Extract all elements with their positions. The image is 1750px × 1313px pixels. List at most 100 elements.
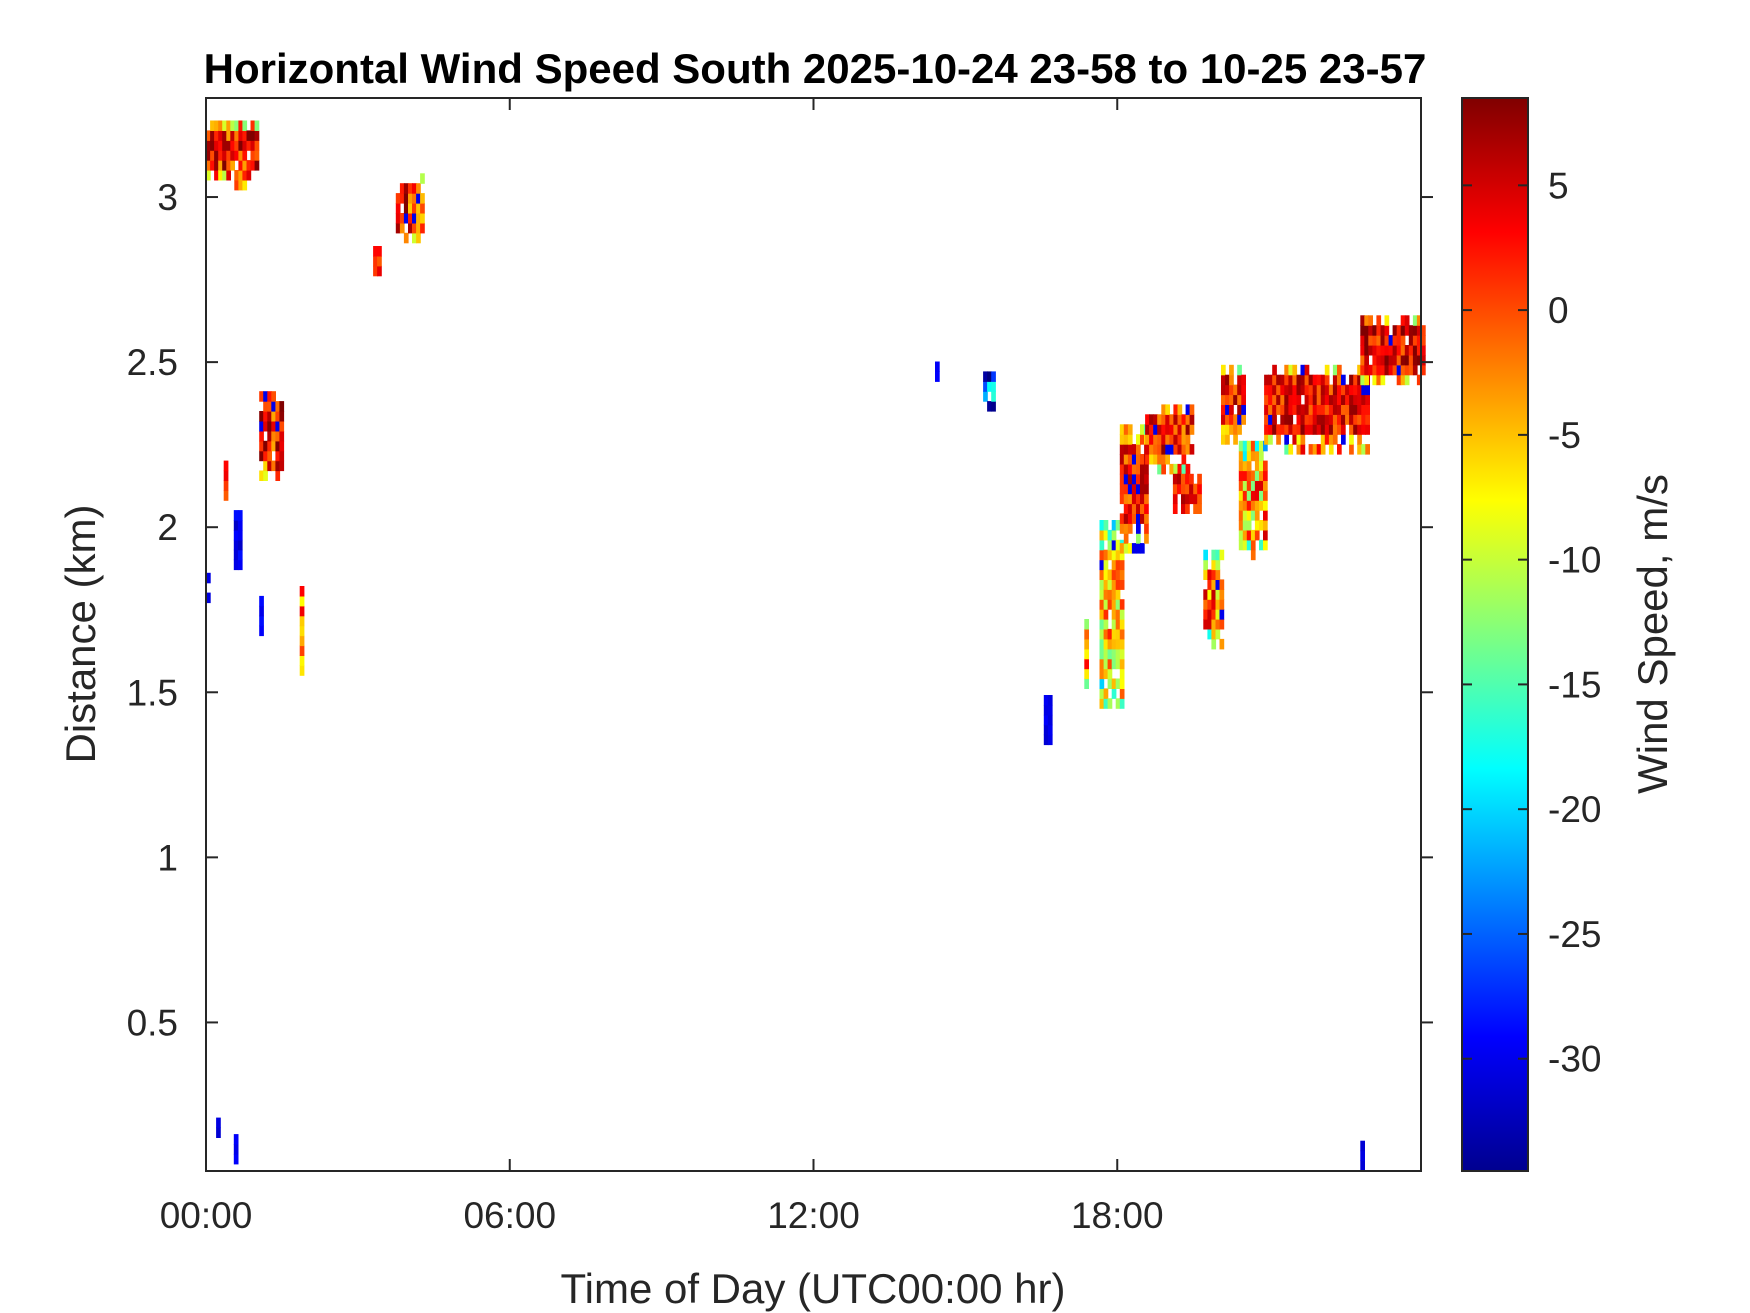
heatmap-cell: [1264, 434, 1269, 445]
heatmap-cell: [1233, 384, 1238, 396]
heatmap-cell: [408, 183, 413, 194]
heatmap-cell: [1229, 404, 1234, 415]
heatmap-cell: [1169, 414, 1175, 425]
heatmap-cell: [412, 222, 417, 234]
heatmap-cell: [1197, 493, 1202, 505]
heatmap-cell: [1341, 384, 1346, 396]
heatmap-cell: [1421, 354, 1426, 366]
heatmap-cell: [1349, 404, 1354, 415]
heatmap-cell: [1296, 374, 1302, 386]
heatmap-cell: [1103, 549, 1109, 561]
heatmap-cell: [1107, 628, 1113, 640]
heatmap-cell: [1412, 315, 1418, 326]
heatmap-cell: [259, 615, 264, 627]
heatmap-cell: [1119, 454, 1125, 465]
heatmap-cell: [1349, 434, 1354, 445]
heatmap-cell: [1324, 414, 1330, 425]
colorbar-ticks: 5 0 -5 -10 -15 -20 -25 -30: [1462, 165, 1601, 1080]
heatmap-cell: [1272, 384, 1277, 396]
heatmap-cell: [1288, 394, 1294, 405]
heatmap-cell: [403, 203, 409, 214]
heatmap-cell: [1115, 599, 1121, 610]
heatmap-cell: [1372, 345, 1378, 356]
heatmap-cell: [233, 529, 239, 541]
heatmap-cell: [1416, 325, 1422, 336]
heatmap-cell: [1337, 394, 1342, 405]
heatmap-cell: [218, 120, 223, 131]
x-axis-label: Time of Day (UTC00:00 hr): [561, 1265, 1066, 1312]
heatmap-cell: [1341, 424, 1346, 435]
heatmap-cell: [1376, 364, 1382, 376]
heatmap-cell: [1181, 414, 1187, 425]
heatmap-cell: [299, 586, 305, 597]
heatmap-cell: [1185, 463, 1191, 475]
heatmap-cell: [1157, 414, 1162, 425]
heatmap-cell: [1107, 648, 1113, 660]
heatmap-cell: [1250, 510, 1256, 521]
heatmap-cell: [1316, 384, 1322, 396]
heatmap-cell: [1238, 520, 1244, 531]
heatmap-cell: [1368, 345, 1373, 356]
heatmap-cell: [1131, 503, 1137, 514]
heatmap-cell: [1246, 450, 1252, 462]
heatmap-cell: [1165, 404, 1170, 415]
heatmap-cell: [1364, 354, 1369, 366]
heatmap-cell: [1388, 354, 1394, 366]
heatmap-cell: [1304, 404, 1310, 415]
heatmap-cell: [242, 150, 248, 161]
heatmap-cell: [1324, 364, 1330, 376]
chart-title: Horizontal Wind Speed South 2025-10-24 2…: [204, 45, 1427, 92]
heatmap-cell: [1221, 364, 1226, 376]
heatmap-cell: [1288, 404, 1294, 415]
heatmap-cell: [1408, 345, 1414, 356]
heatmap-cell: [242, 160, 248, 171]
heatmap-cell: [1280, 414, 1285, 425]
heatmap-cell: [1238, 460, 1244, 472]
heatmap-cell: [210, 130, 215, 141]
heatmap-cell: [1372, 325, 1378, 336]
heatmap-cell: [1165, 434, 1170, 445]
heatmap-cell: [403, 183, 409, 194]
heatmap-cell: [299, 625, 305, 637]
colorbar: [1461, 97, 1529, 1172]
heatmap-cell: [1400, 354, 1406, 366]
heatmap-cell: [1360, 364, 1365, 376]
heatmap-cell: [1225, 424, 1230, 435]
heatmap-cell: [299, 635, 305, 647]
heatmap-cell: [1324, 424, 1330, 435]
heatmap-cell: [1337, 414, 1342, 425]
heatmap-cell: [1189, 444, 1195, 455]
heatmap-cell: [1250, 529, 1256, 541]
heatmap-cell: [1203, 569, 1208, 580]
heatmap-cell: [1145, 414, 1150, 425]
heatmap-cell: [1172, 503, 1178, 514]
heatmap-cell: [1115, 549, 1121, 561]
heatmap-cell: [1254, 490, 1260, 501]
heatmap-cell: [1263, 460, 1268, 472]
heatmap-cell: [1185, 404, 1191, 415]
heatmap-cell: [1153, 444, 1158, 455]
heatmap-cell: [230, 150, 235, 161]
heatmap-cell: [1316, 404, 1322, 415]
heatmap-cell: [254, 140, 260, 151]
heatmap-cell: [1360, 1160, 1365, 1171]
heatmap-cell: [1149, 414, 1154, 425]
heatmap-cell: [1242, 470, 1248, 481]
heatmap-cell: [1242, 440, 1248, 452]
heatmap-cell: [1408, 364, 1414, 376]
heatmap-cell: [246, 170, 252, 181]
heatmap-cell: [267, 430, 272, 442]
heatmap-cell: [1189, 473, 1194, 485]
heatmap-cell: [1107, 668, 1113, 680]
heatmap-cell: [1111, 559, 1117, 571]
heatmap-cell: [1241, 414, 1246, 425]
heatmap-cell: [1404, 325, 1410, 336]
heatmap-cell: [1145, 444, 1150, 455]
heatmap-cell: [1103, 579, 1109, 590]
heatmap-cell: [1263, 480, 1268, 491]
heatmap-cell: [1127, 424, 1133, 435]
heatmap-cell: [408, 193, 413, 204]
heatmap-cell: [1259, 450, 1264, 462]
heatmap-cell: [1284, 374, 1289, 386]
heatmap-cell: [259, 391, 264, 402]
